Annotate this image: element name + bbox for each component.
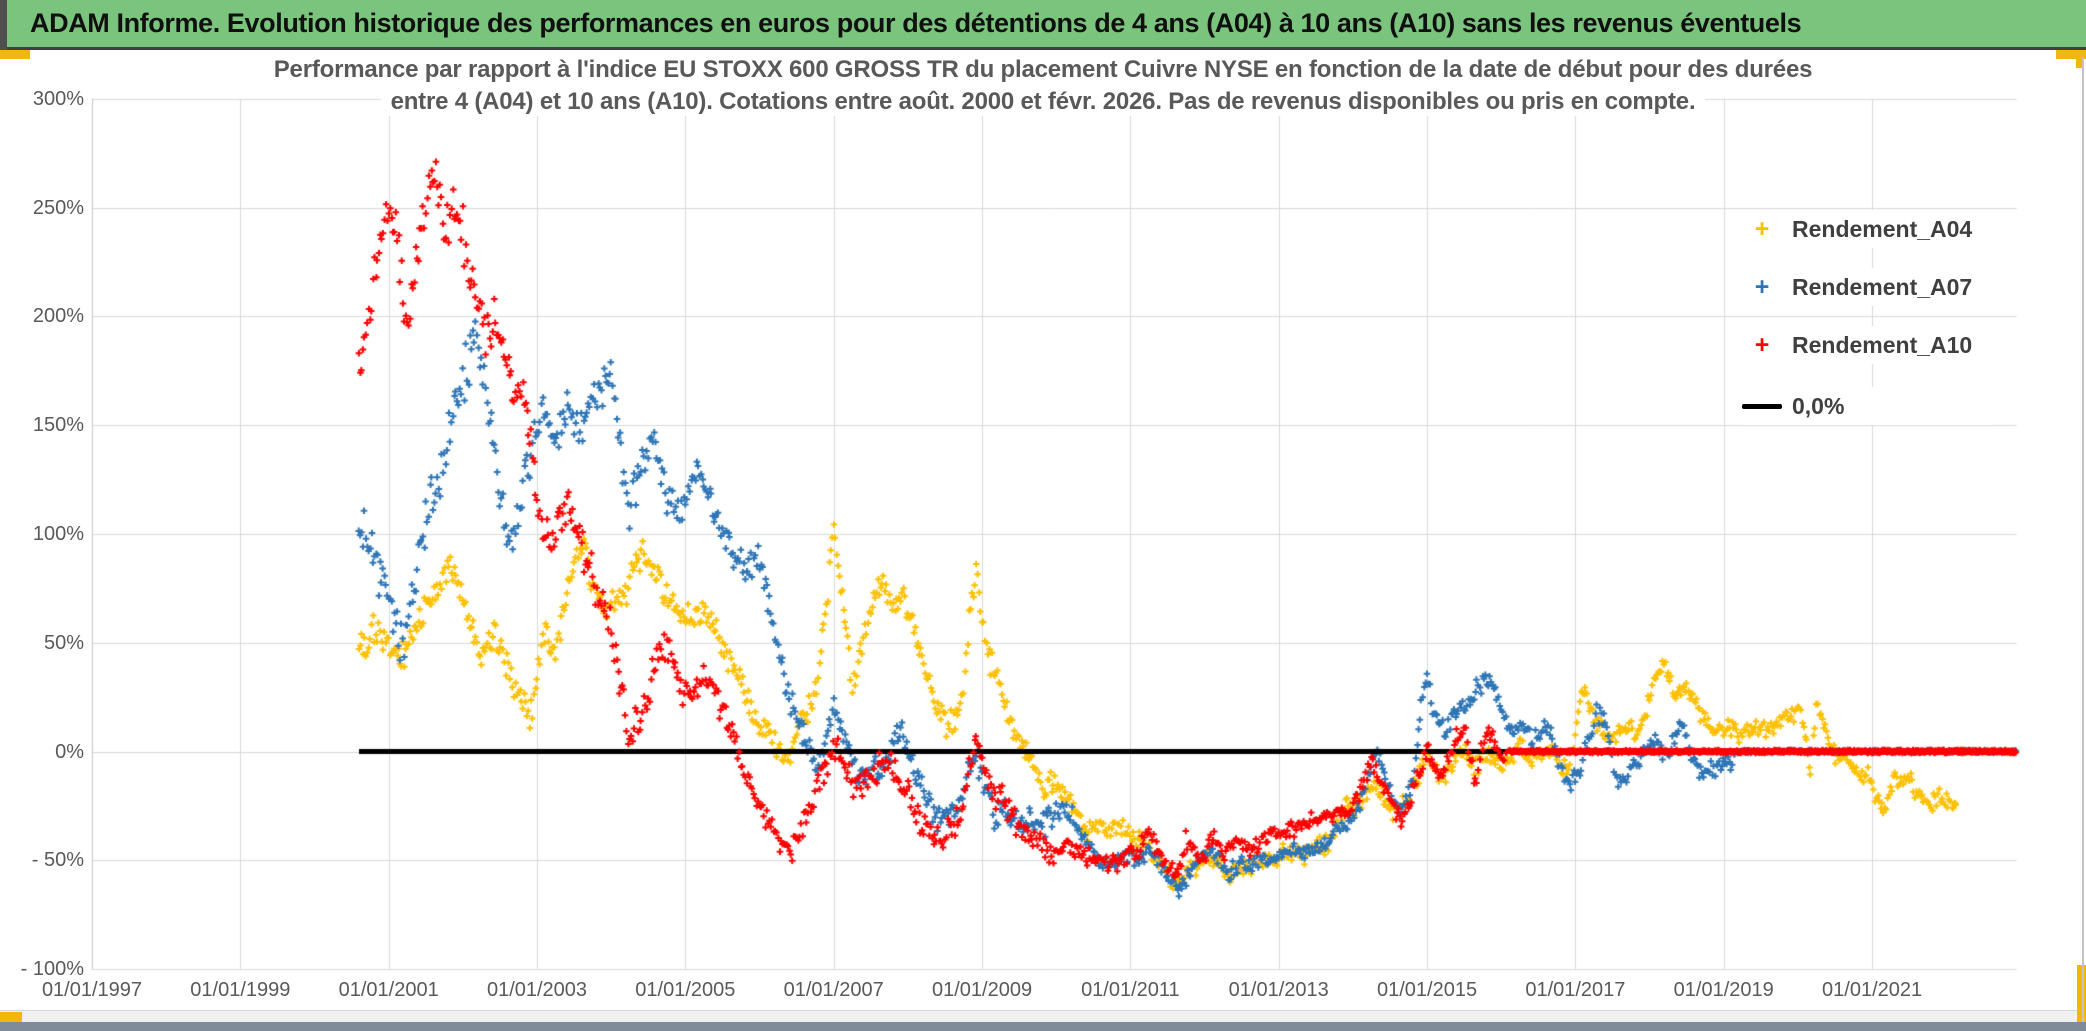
- legend-label: Rendement_A10: [1792, 331, 1973, 358]
- y-tick-label: 300%: [32, 87, 84, 110]
- legend-item: 0,0%: [1742, 387, 1992, 425]
- x-tick-label: 01/01/2005: [635, 979, 736, 1001]
- gold-accent-bottom-right: [2077, 965, 2086, 1023]
- x-tick-label: 01/01/1997: [41, 979, 143, 1001]
- window-title-bar: ADAM Informe. Evolution historique des p…: [0, 0, 2086, 50]
- gold-accent-top-left: [0, 50, 30, 59]
- legend-item: + Rendement_A07: [1742, 268, 1992, 306]
- x-tick-label: 01/01/2015: [1376, 979, 1478, 1001]
- x-tick-label: 01/01/1999: [190, 979, 291, 1001]
- legend-label: 0,0%: [1792, 392, 1845, 419]
- x-tick-label: 01/01/2017: [1525, 979, 1626, 1001]
- y-tick-label: 150%: [32, 414, 84, 437]
- legend-plus-marker-icon: +: [1754, 331, 1770, 359]
- y-tick-label: 200%: [32, 305, 84, 328]
- legend-zero-line-swatch: [1742, 403, 1782, 409]
- bottom-strip: [0, 1010, 2086, 1023]
- x-tick-label: 01/01/2019: [1673, 979, 1774, 1001]
- gold-accent-right-top: [2076, 50, 2084, 68]
- banner-left-edge: [0, 0, 7, 50]
- gold-accent-bottom-left: [0, 1012, 22, 1023]
- x-tick-label: 01/01/2009: [931, 979, 1033, 1001]
- gold-accent-top-right: [2056, 50, 2086, 59]
- chart-panel: Performance par rapport à l'indice EU ST…: [0, 50, 2086, 1031]
- window-right-edge: [2082, 58, 2084, 1023]
- performance-scatter-chart: [0, 50, 2086, 1031]
- x-tick-label: 01/01/2021: [1822, 979, 1923, 1001]
- legend-plus-marker-icon: +: [1754, 273, 1770, 301]
- y-tick-label: 100%: [32, 522, 84, 545]
- y-tick-label: 0%: [55, 740, 84, 763]
- window-title: ADAM Informe. Evolution historique des p…: [30, 8, 1802, 38]
- x-tick-label: 01/01/2003: [486, 979, 588, 1001]
- window-bottom-bar: [0, 1022, 2086, 1031]
- legend-item: + Rendement_A04: [1742, 210, 1992, 248]
- x-tick-label: 01/01/2011: [1081, 979, 1180, 1001]
- legend-item: + Rendement_A10: [1742, 326, 1992, 364]
- legend-label: Rendement_A04: [1792, 215, 1973, 242]
- x-tick-label: 01/01/2007: [783, 979, 884, 1001]
- x-tick-label: 01/01/2001: [338, 979, 439, 1001]
- y-tick-label: - 100%: [20, 958, 84, 981]
- y-tick-label: - 50%: [31, 849, 84, 872]
- y-tick-label: 50%: [43, 631, 84, 654]
- legend-plus-marker-icon: +: [1754, 215, 1770, 243]
- x-tick-label: 01/01/2013: [1228, 979, 1329, 1001]
- y-tick-label: 250%: [32, 196, 84, 219]
- legend-label: Rendement_A07: [1792, 273, 1973, 300]
